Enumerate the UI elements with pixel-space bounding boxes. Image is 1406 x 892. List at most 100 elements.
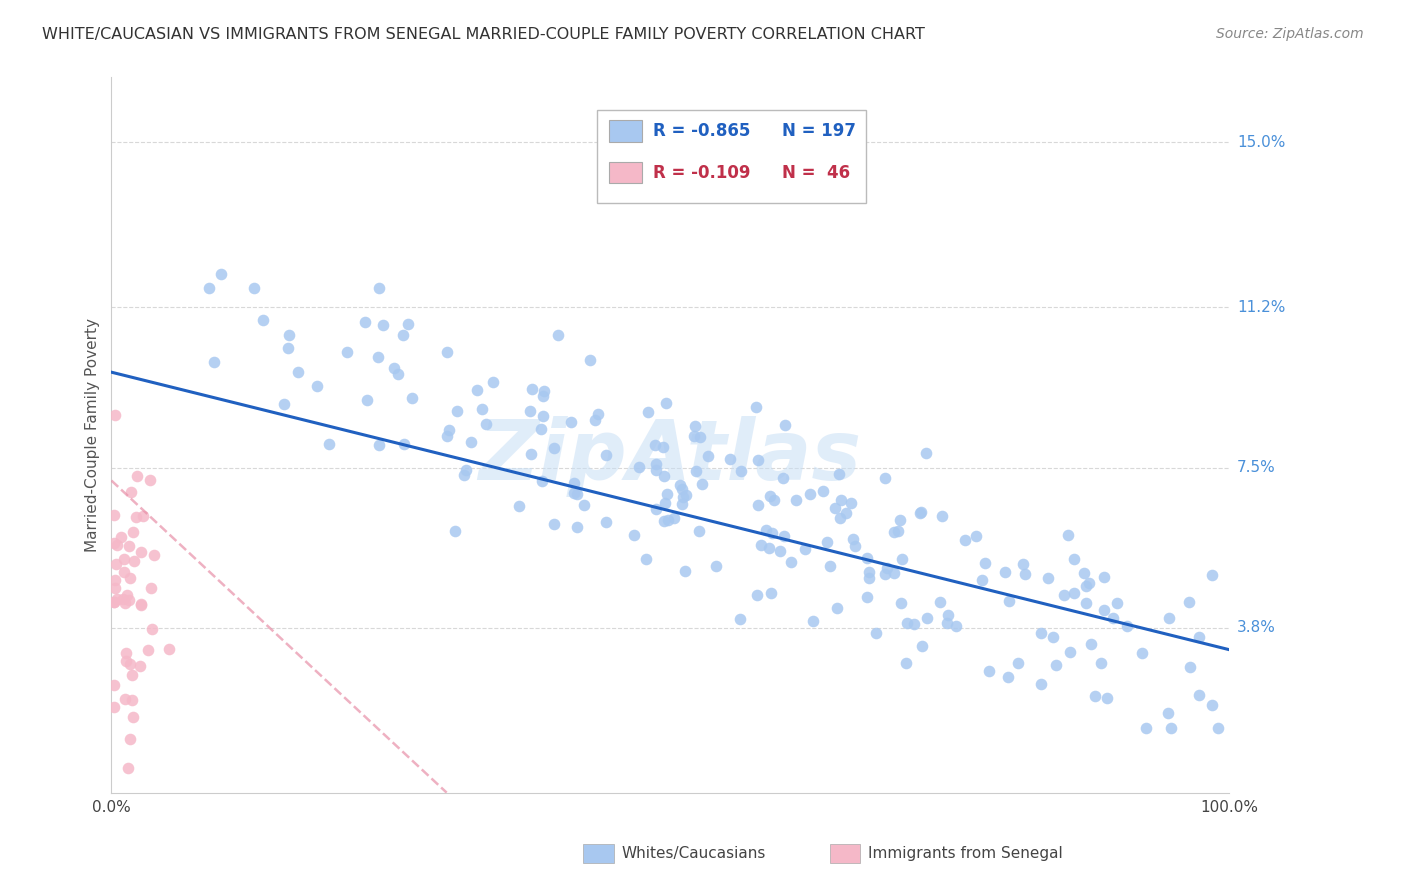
Point: [252, 313, 274, 327]
Point: [883, 524, 905, 539]
Point: [104, 581, 127, 595]
Point: [1007, 657, 1029, 671]
Point: [811, 484, 834, 499]
Point: [644, 463, 666, 477]
Point: [671, 482, 693, 496]
Point: [132, 508, 155, 523]
Point: [112, 592, 135, 607]
Point: [104, 408, 127, 422]
Point: [139, 473, 162, 487]
Point: [979, 664, 1001, 678]
Point: [1059, 645, 1081, 659]
Point: [953, 533, 976, 547]
Point: [143, 548, 166, 562]
Point: [645, 458, 668, 472]
Point: [728, 612, 751, 626]
Point: [202, 355, 225, 369]
Point: [908, 506, 931, 520]
Point: [855, 591, 877, 605]
Point: [579, 353, 602, 368]
Point: [117, 588, 139, 602]
Point: [583, 413, 606, 427]
Point: [117, 761, 139, 775]
Text: WHITE/CAUCASIAN VS IMMIGRANTS FROM SENEGAL MARRIED-COUPLE FAMILY POVERTY CORRELA: WHITE/CAUCASIAN VS IMMIGRANTS FROM SENEG…: [42, 27, 925, 42]
Point: [595, 448, 617, 462]
FancyBboxPatch shape: [598, 110, 866, 202]
Point: [103, 536, 125, 550]
Point: [842, 532, 865, 546]
Point: [1188, 630, 1211, 644]
Text: ZipAtlas: ZipAtlas: [478, 416, 862, 497]
Text: N =  46: N = 46: [782, 163, 851, 182]
Point: [1130, 646, 1153, 660]
Point: [112, 566, 135, 580]
Point: [508, 499, 530, 513]
Point: [105, 557, 128, 571]
Point: [704, 559, 727, 574]
Point: [903, 616, 925, 631]
Point: [651, 440, 673, 454]
Point: [401, 392, 423, 406]
Point: [747, 453, 769, 467]
Point: [110, 530, 132, 544]
Point: [744, 401, 766, 415]
Point: [103, 594, 125, 608]
Point: [368, 438, 391, 452]
Point: [718, 452, 741, 467]
Point: [655, 396, 678, 410]
Point: [644, 501, 666, 516]
Point: [758, 541, 780, 556]
Point: [209, 267, 232, 281]
Point: [841, 495, 863, 509]
Text: Whites/Caucasians: Whites/Caucasians: [621, 847, 766, 861]
Point: [1101, 611, 1123, 625]
Point: [120, 485, 142, 500]
Point: [1012, 557, 1035, 571]
Point: [392, 436, 415, 450]
Point: [1073, 566, 1095, 580]
Point: [121, 692, 143, 706]
Point: [547, 328, 569, 343]
Point: [114, 646, 136, 660]
Point: [129, 599, 152, 613]
Point: [915, 611, 938, 625]
Point: [531, 409, 554, 423]
Point: [652, 514, 675, 528]
Point: [122, 554, 145, 568]
Point: [354, 315, 377, 329]
Point: [896, 657, 918, 671]
Point: [844, 539, 866, 553]
Point: [120, 571, 142, 585]
Point: [689, 430, 711, 444]
Point: [157, 641, 180, 656]
Point: [103, 595, 125, 609]
Point: [1159, 611, 1181, 625]
Point: [697, 449, 720, 463]
Point: [436, 345, 458, 359]
Point: [586, 407, 609, 421]
Point: [437, 423, 460, 437]
Point: [931, 508, 953, 523]
Point: [664, 510, 686, 524]
Point: [1090, 656, 1112, 670]
Point: [1201, 568, 1223, 582]
Point: [865, 626, 887, 640]
Point: [883, 566, 905, 581]
Point: [997, 670, 1019, 684]
Point: [436, 429, 458, 443]
Point: [911, 639, 934, 653]
Point: [278, 328, 301, 343]
Point: [1157, 706, 1180, 720]
Point: [794, 541, 817, 556]
Point: [875, 470, 897, 484]
Point: [112, 552, 135, 566]
Point: [560, 415, 582, 429]
Point: [675, 488, 697, 502]
Bar: [609, 161, 643, 183]
Point: [875, 567, 897, 582]
Point: [481, 375, 503, 389]
Point: [973, 556, 995, 570]
Point: [824, 501, 846, 516]
Point: [562, 485, 585, 500]
Point: [1107, 596, 1129, 610]
